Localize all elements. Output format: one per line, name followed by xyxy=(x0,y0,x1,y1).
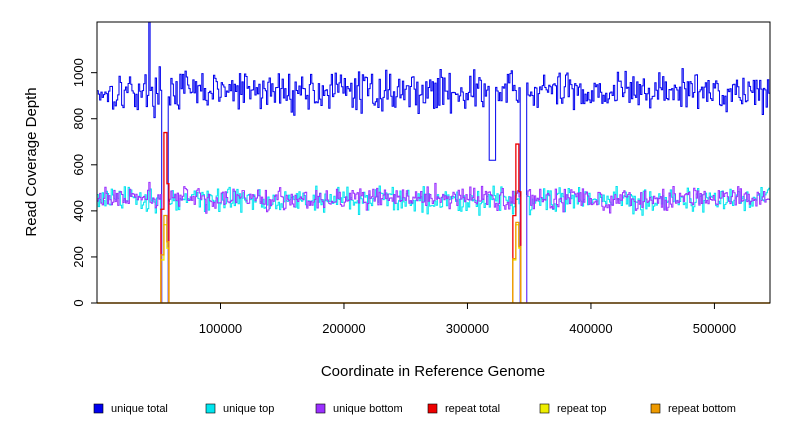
legend-item-unique-top: unique top xyxy=(205,403,274,415)
legend-label-unique-top: unique top xyxy=(223,403,274,415)
legend-label-unique-total: unique total xyxy=(111,403,168,415)
y-tick-label: 800 xyxy=(71,108,86,130)
x-axis: 100000 200000 300000 400000 500000 xyxy=(199,302,736,336)
legend-swatch-repeat-top xyxy=(539,403,550,414)
x-tick-label: 100000 xyxy=(199,321,242,336)
x-tick-label: 200000 xyxy=(322,321,365,336)
legend-label-repeat-bottom: repeat bottom xyxy=(668,403,736,415)
y-tick-label: 400 xyxy=(71,200,86,222)
legend-label-unique-bottom: unique bottom xyxy=(333,403,403,415)
legend-label-repeat-total: repeat total xyxy=(445,403,500,415)
legend-swatch-repeat-bottom xyxy=(650,403,661,414)
series-unique-bottom xyxy=(97,181,770,304)
y-tick-label: 1000 xyxy=(71,58,86,87)
legend: unique total unique top unique bottom repea… xyxy=(93,403,736,415)
peak-repeat-bottom-0 xyxy=(160,214,170,303)
x-tick-label: 500000 xyxy=(693,321,736,336)
y-tick-label: 200 xyxy=(71,246,86,268)
legend-swatch-unique-top xyxy=(205,403,216,414)
peak-repeat-top-1 xyxy=(512,224,522,303)
x-tick-label: 300000 xyxy=(446,321,489,336)
peak-repeat-bottom-1 xyxy=(512,221,522,303)
legend-label-repeat-top: repeat top xyxy=(557,403,607,415)
series-repeat-total xyxy=(97,131,770,304)
legend-swatch-unique-total xyxy=(93,403,104,414)
series-repeat-top xyxy=(97,224,770,304)
plot-frame xyxy=(96,21,771,304)
x-axis-title: Coordinate in Reference Genome xyxy=(321,363,545,380)
legend-swatch-unique-bottom xyxy=(315,403,326,414)
peak-repeat-total-0 xyxy=(160,131,170,303)
series-unique-total xyxy=(97,21,770,304)
legend-item-unique-bottom: unique bottom xyxy=(315,403,403,415)
series-repeat-bottom xyxy=(97,214,770,304)
plot-layer xyxy=(97,21,770,304)
legend-swatch-repeat-total xyxy=(427,403,438,414)
legend-item-repeat-bottom: repeat bottom xyxy=(650,403,736,415)
series-unique-top xyxy=(97,185,770,304)
legend-item-repeat-total: repeat total xyxy=(427,403,500,415)
legend-item-unique-total: unique total xyxy=(93,403,168,415)
y-tick-label: 0 xyxy=(71,299,86,306)
x-tick-label: 400000 xyxy=(569,321,612,336)
y-axis: 0 200 400 600 800 1000 xyxy=(71,58,98,307)
legend-item-repeat-top: repeat top xyxy=(539,403,607,415)
y-tick-label: 600 xyxy=(71,154,86,176)
peak-repeat-total-1 xyxy=(512,143,522,303)
y-axis-title: Read Coverage Depth xyxy=(23,87,40,236)
